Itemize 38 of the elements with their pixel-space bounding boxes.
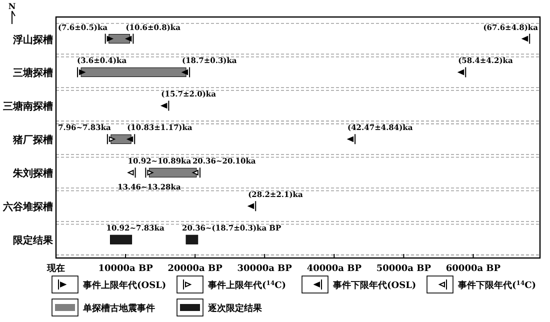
x-tick-label: 50000a BP — [376, 264, 432, 274]
point — [458, 66, 466, 78]
legend-label: 事件上限年代($^{14}$C) — [207, 280, 286, 291]
legend-label: 事件下限年代($^{14}$C) — [457, 280, 536, 291]
point — [77, 66, 86, 78]
legend-label: 事件上限年代(OSL) — [82, 280, 166, 291]
point — [192, 167, 200, 178]
y-tick-label: 朱刘探槽 — [12, 168, 53, 180]
x-tick-label: 10000a BP — [98, 264, 154, 274]
bar — [186, 234, 198, 244]
x-tick-label: 20000a BP — [168, 264, 223, 274]
point — [106, 134, 115, 145]
point — [126, 33, 134, 44]
point — [182, 66, 190, 78]
bar — [148, 168, 197, 178]
y-tick-label: 浮山探槽 — [12, 34, 53, 46]
y-tick-label: 三塘南探槽 — [3, 100, 53, 113]
point — [128, 167, 136, 178]
x-tick-label: 现在 — [46, 263, 65, 274]
point — [145, 167, 154, 178]
bar — [110, 234, 132, 244]
y-tick-label: 三塘探槽 — [13, 67, 53, 80]
legend-label: 逐次限定结果 — [207, 303, 263, 314]
x-tick-label: 40000a BP — [306, 264, 362, 274]
legend-label: 单探槽古地震事件 — [82, 303, 155, 314]
y-tick-label: 猪厂探槽 — [12, 134, 53, 146]
point — [104, 33, 113, 44]
point — [161, 100, 170, 112]
x-tick-label: 30000a BP — [237, 264, 292, 274]
y-tick-label: 六谷堆探槽 — [2, 201, 53, 214]
x-tick-label: 60000a BP — [446, 264, 501, 274]
bar — [80, 67, 186, 77]
point — [348, 134, 356, 145]
point — [248, 200, 256, 212]
y-tick-label: 限定结果 — [13, 234, 54, 247]
point — [127, 134, 136, 145]
point — [522, 33, 530, 44]
legend-label: 事件下限年代(OSL) — [332, 280, 416, 291]
